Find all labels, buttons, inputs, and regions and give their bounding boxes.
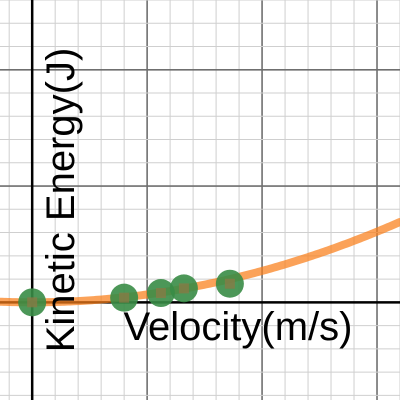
data-points [18,269,244,317]
data-point-center [155,288,166,299]
data-point-center [178,283,189,294]
y-axis-label: Kinetic Energy(J) [39,48,83,353]
data-point-center [119,292,130,303]
x-axis-label: Velocity(m/s) [124,305,353,349]
data-point-center [224,278,235,289]
fit-curve [0,217,400,307]
data-point-center [27,297,38,308]
